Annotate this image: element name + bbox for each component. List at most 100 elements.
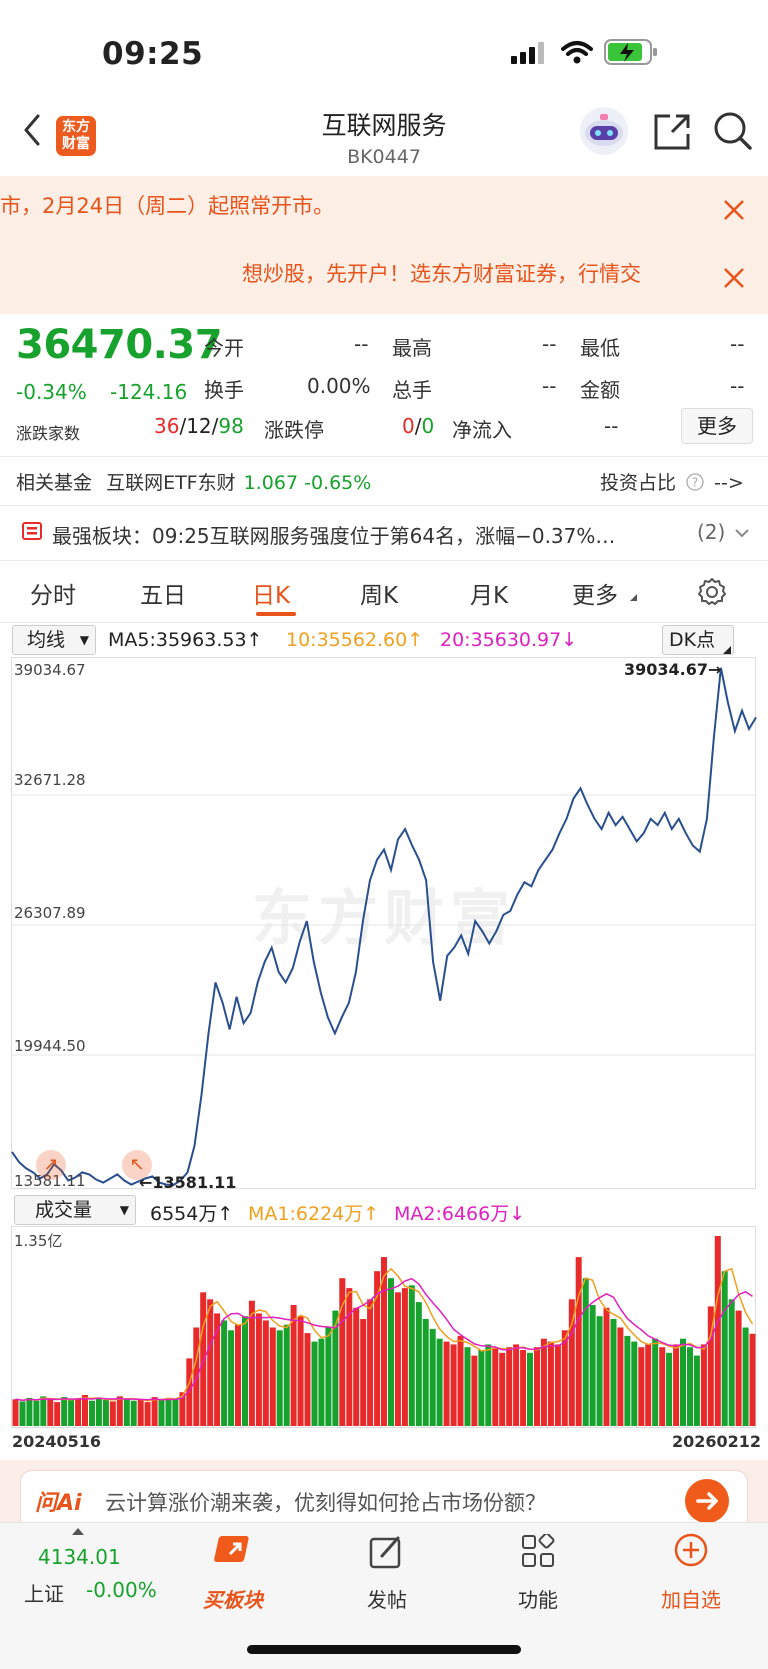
divider — [0, 622, 768, 623]
buy-sector-button[interactable]: 买板块 — [203, 1588, 263, 1612]
share-icon[interactable] — [652, 112, 692, 152]
field-value-open: -- — [354, 332, 369, 356]
post-button[interactable]: 发帖 — [367, 1588, 407, 1612]
volume-bar — [680, 1338, 686, 1426]
vol-ma1-value: MA1:6224万↑ — [248, 1203, 380, 1225]
more-button[interactable]: 更多 — [681, 408, 753, 444]
dk-point-button[interactable]: DK点 — [662, 625, 734, 655]
volume-bar — [700, 1344, 707, 1426]
volume-bar — [158, 1400, 165, 1426]
volume-bar — [436, 1338, 443, 1426]
signal-marker-icon[interactable]: ↗ — [36, 1150, 66, 1180]
field-value-high: -- — [542, 332, 557, 356]
ai-banner[interactable]: 问Ai 云计算涨价潮来袭，优刻得如何抢占市场份额？ — [20, 1470, 748, 1532]
investment-ratio-link[interactable]: 投资占比 ? --> — [600, 472, 744, 494]
volume-bar — [728, 1299, 735, 1426]
field-label-amount: 金额 — [580, 378, 620, 402]
volume-bar — [200, 1292, 207, 1426]
volume-bar — [589, 1305, 596, 1426]
net-inflow-value: -- — [604, 414, 619, 438]
volume-bar — [26, 1397, 33, 1426]
tab-intraday[interactable]: 分时 — [30, 583, 76, 609]
close-icon[interactable] — [722, 266, 746, 290]
tab-weekly-k[interactable]: 周K — [360, 583, 399, 609]
volume-bar — [130, 1400, 137, 1426]
volume-bar — [520, 1350, 527, 1426]
notice-banner: 市，2月24日（周二）起照常开市。 想炒股，先开户！选东方财富证券，行情交 — [0, 176, 768, 314]
volume-bar — [311, 1341, 318, 1426]
notice-open-account[interactable]: 想炒股，先开户！选东方财富证券，行情交 — [242, 262, 641, 286]
tab-five-day[interactable]: 五日 — [140, 583, 186, 609]
volume-bar — [735, 1310, 742, 1426]
ma10-value: 10:35562.60↑ — [286, 629, 424, 651]
high-marker-label: 39034.67→ — [624, 660, 722, 679]
price-chart-frame[interactable] — [11, 657, 756, 1189]
buy-sector-icon[interactable] — [210, 1532, 258, 1576]
divider — [0, 505, 768, 506]
function-grid-icon[interactable] — [521, 1534, 555, 1568]
volume-bar — [102, 1400, 109, 1426]
strongest-sector[interactable]: 最强板块：09:25互联网服务强度位于第64名，涨幅−0.37%… — [52, 524, 616, 548]
volume-bar — [248, 1300, 255, 1426]
indicator-selector[interactable]: 成交量 ▼ — [14, 1195, 136, 1225]
volume-bar — [61, 1397, 68, 1426]
notice-holiday[interactable]: 市，2月24日（周二）起照常开市。 — [0, 194, 335, 218]
volume-bar — [485, 1344, 492, 1426]
robot-assistant-icon[interactable] — [578, 106, 630, 156]
volume-bar — [82, 1395, 88, 1426]
volume-bar — [214, 1313, 221, 1426]
volume-bar — [721, 1271, 728, 1426]
volume-chart-frame[interactable] — [11, 1226, 756, 1428]
post-edit-icon[interactable] — [368, 1534, 404, 1570]
change-percent: -0.34% — [16, 380, 87, 404]
app-logo: 东方 财富 — [56, 116, 96, 156]
signal-marker-icon[interactable]: ↖ — [122, 1150, 152, 1180]
chevron-down-icon[interactable] — [734, 526, 750, 540]
home-indicator — [247, 1645, 521, 1654]
index-name[interactable]: 上证 — [24, 1582, 64, 1606]
volume-max-label: 1.35亿 — [14, 1232, 63, 1250]
back-icon[interactable] — [20, 112, 44, 148]
ai-brand: 问Ai — [35, 1491, 82, 1516]
volume-bar — [394, 1292, 401, 1426]
volume-bar — [109, 1401, 116, 1426]
add-watchlist-button[interactable]: 加自选 — [661, 1588, 721, 1612]
price-line — [11, 667, 757, 1187]
field-label-open: 今开 — [204, 336, 244, 360]
volume-bar — [429, 1328, 436, 1426]
volume-bar — [367, 1299, 374, 1426]
volume-bar — [687, 1347, 693, 1426]
index-value[interactable]: 4134.01 — [38, 1545, 121, 1569]
close-icon[interactable] — [722, 198, 746, 222]
volume-bar — [652, 1338, 659, 1426]
volume-bar — [457, 1335, 464, 1426]
volume-bar — [221, 1320, 228, 1426]
volume-bar — [242, 1316, 248, 1426]
related-fund-row[interactable]: 相关基金 互联网ETF东财 1.067 -0.65% — [16, 472, 372, 494]
settings-gear-icon[interactable] — [696, 576, 728, 608]
volume-bar — [374, 1271, 381, 1426]
ma-selector[interactable]: 均线 ▼ — [12, 625, 96, 655]
function-button[interactable]: 功能 — [518, 1588, 558, 1612]
search-icon[interactable] — [712, 110, 754, 152]
volume-bar — [575, 1257, 582, 1426]
tab-daily-k[interactable]: 日K — [252, 583, 291, 609]
tab-more[interactable]: 更多 — [572, 583, 618, 609]
volume-bar — [749, 1333, 756, 1426]
strongest-count: (2) — [697, 520, 726, 544]
field-label-volume: 总手 — [392, 378, 432, 402]
tab-monthly-k[interactable]: 月K — [470, 583, 509, 609]
y-tick-label: 19944.50 — [14, 1037, 86, 1055]
ai-go-button[interactable] — [685, 1479, 729, 1523]
add-watchlist-icon[interactable] — [673, 1532, 709, 1568]
volume-bar — [235, 1324, 241, 1426]
volume-bar — [75, 1399, 82, 1426]
volume-bar — [471, 1355, 478, 1426]
index-change[interactable]: -0.00% — [86, 1578, 157, 1602]
volume-bar — [151, 1397, 158, 1426]
volume-bar — [297, 1316, 304, 1426]
sector-code: BK0447 — [347, 146, 421, 168]
y-tick-label: 13581.11 — [14, 1172, 86, 1190]
volume-bar — [283, 1324, 290, 1426]
volume-bar — [360, 1319, 367, 1426]
